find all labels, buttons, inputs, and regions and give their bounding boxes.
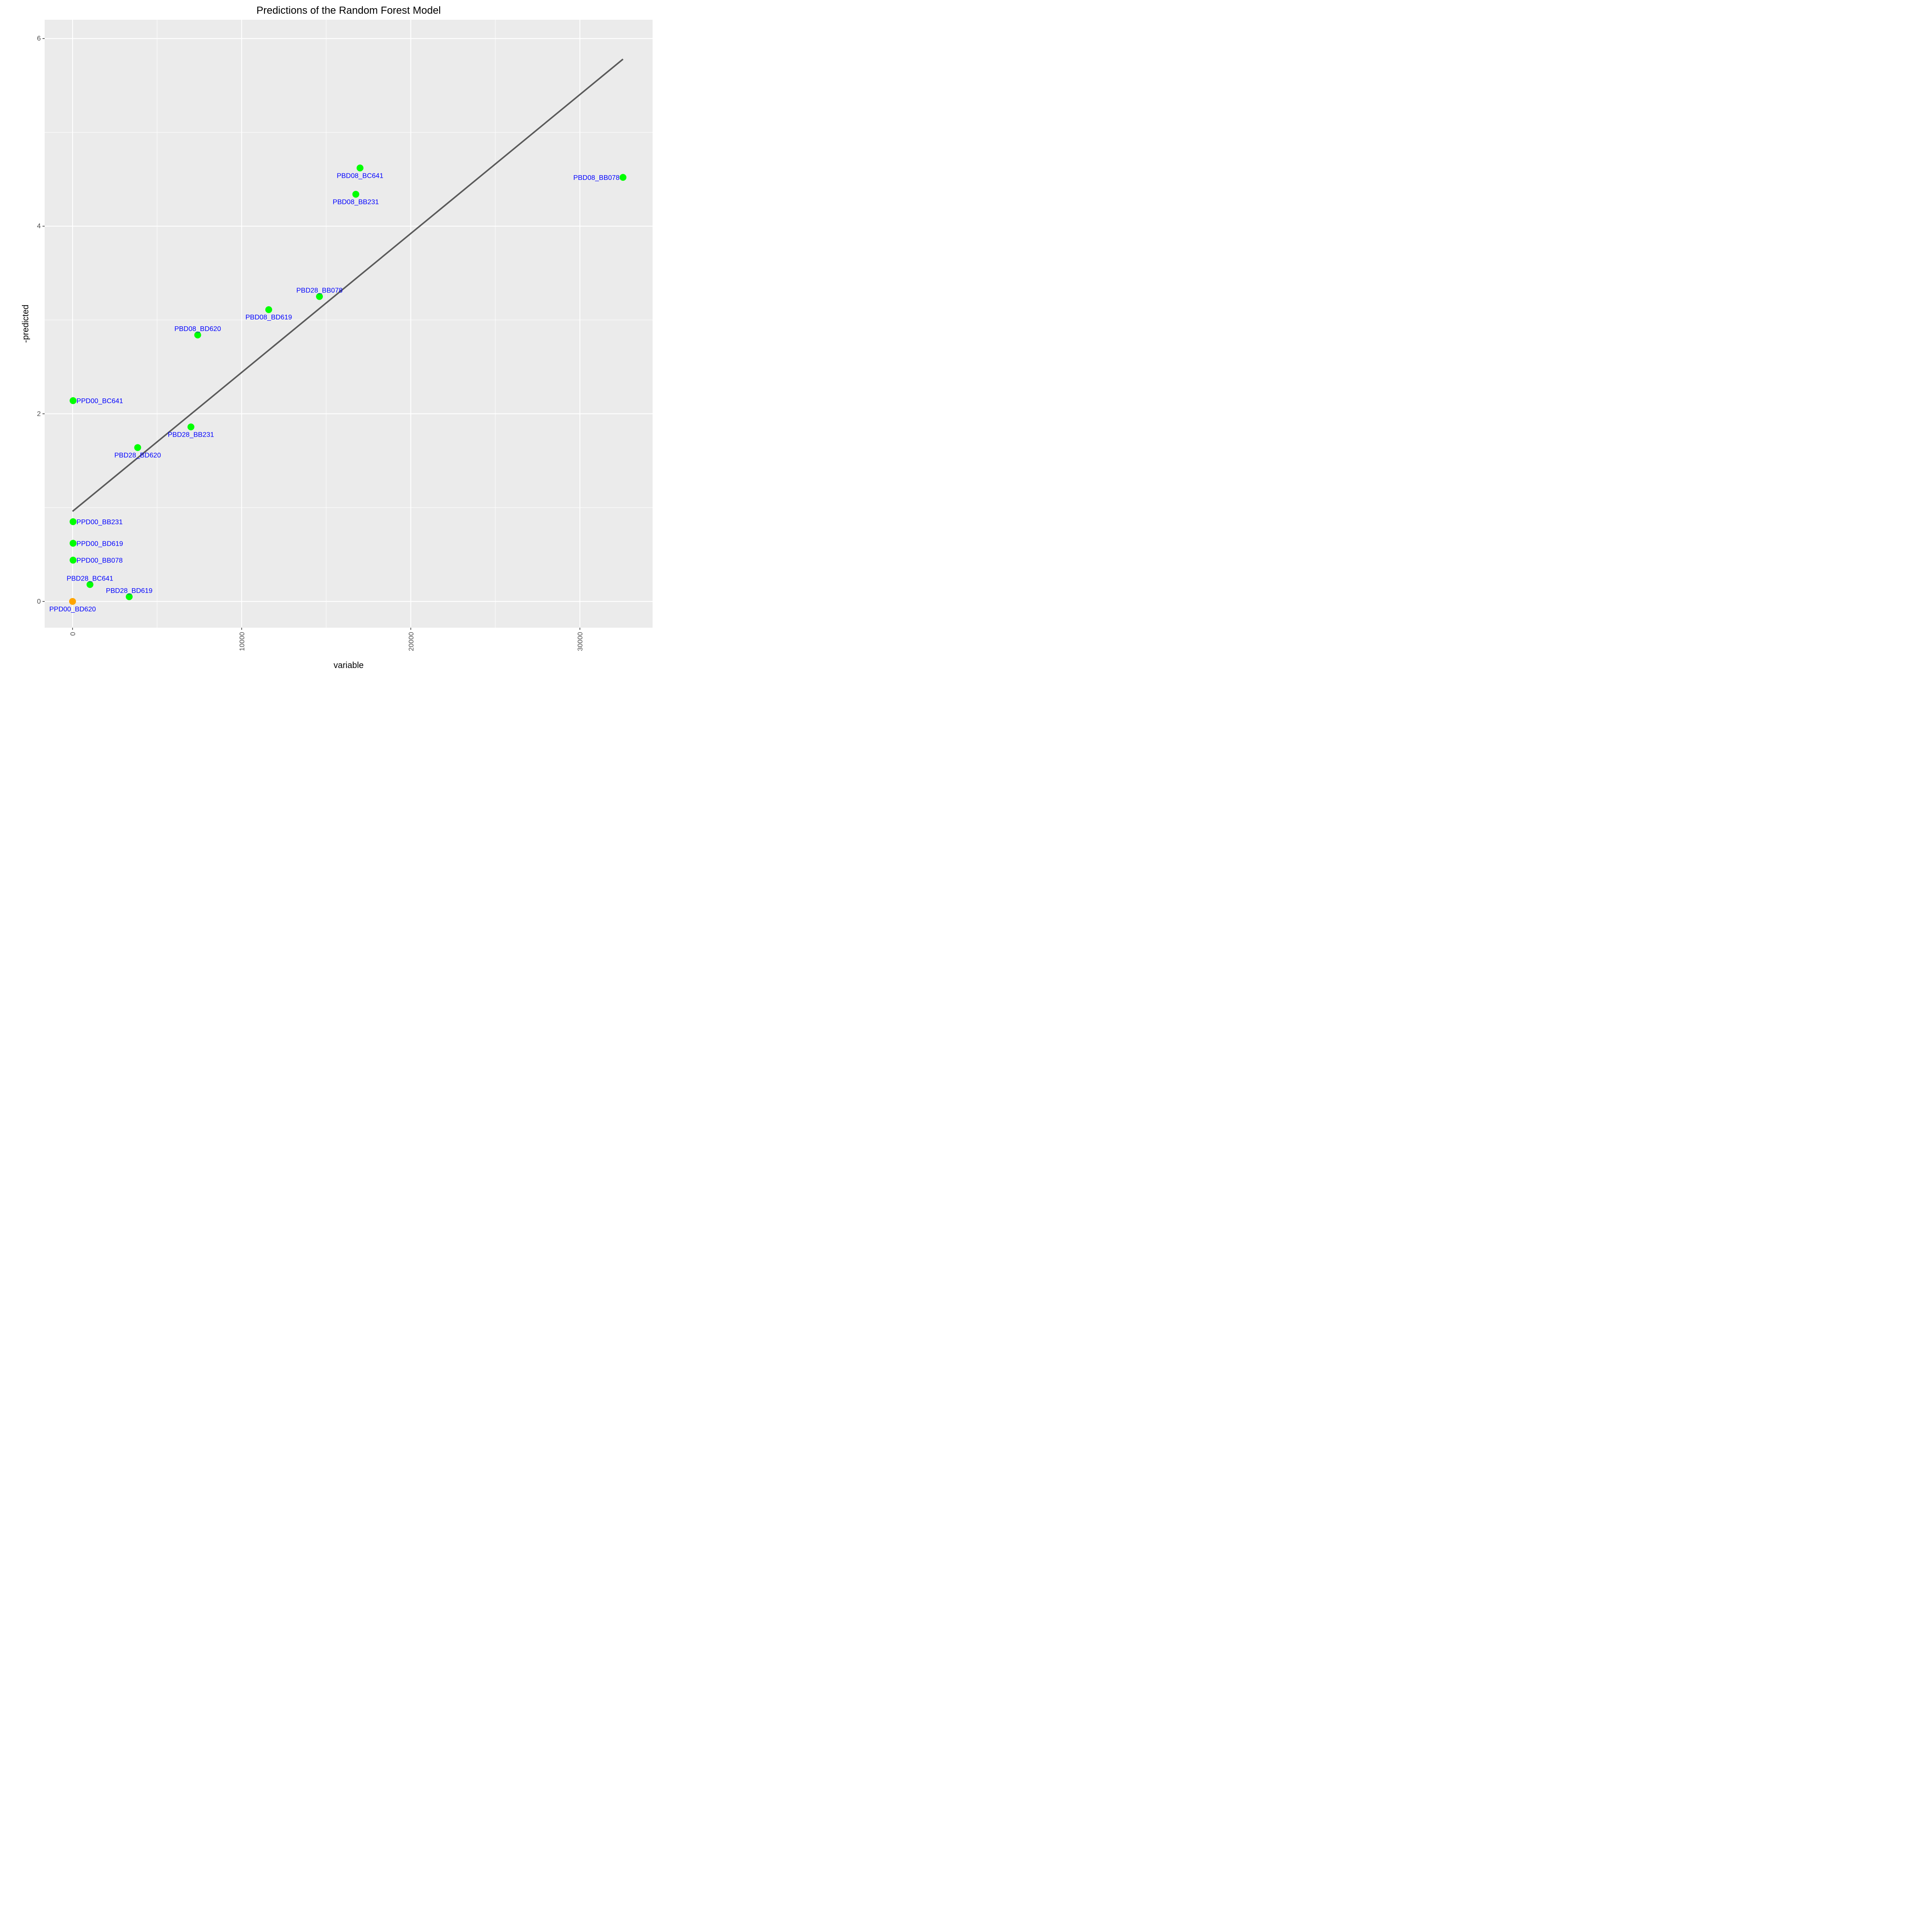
x-tick-label: 0 xyxy=(70,632,77,636)
data-point xyxy=(69,598,76,605)
data-point xyxy=(620,174,627,181)
data-point xyxy=(194,331,201,339)
point-label: PBD28_BD619 xyxy=(106,587,153,595)
data-point xyxy=(134,444,141,451)
point-label: PBD28_BB231 xyxy=(168,431,214,438)
x-tick-label: 20000 xyxy=(408,632,415,651)
data-point xyxy=(70,397,77,404)
x-tick-label: 30000 xyxy=(577,632,584,651)
point-labels-group: PBD08_BB078 PBD08_BC641 PBD08_BB231 PBD28_B… xyxy=(49,172,620,613)
data-point xyxy=(356,164,364,172)
y-tick-label: 6 xyxy=(37,35,41,43)
fit-line xyxy=(72,58,624,512)
plot-panel xyxy=(45,20,653,628)
point-label: PPD00_BB078 xyxy=(76,557,123,565)
y-axis-label: -predicted xyxy=(21,305,30,343)
data-point xyxy=(125,593,133,600)
data-point xyxy=(265,306,272,313)
point-label: PBD28_BC641 xyxy=(67,575,113,582)
point-label: PBD28_BD620 xyxy=(114,452,161,459)
scatter-chart: PBD08_BB078 PBD08_BC641 PBD08_BB231 PBD28_B… xyxy=(21,5,653,670)
grid-lines xyxy=(45,20,653,628)
data-point xyxy=(70,540,77,547)
data-point xyxy=(352,191,359,198)
point-label: PBD08_BC641 xyxy=(337,172,383,179)
axes: 0 2 4 6 0 10000 20000 30000 xyxy=(37,35,584,651)
point-label: PPD00_BC641 xyxy=(76,398,123,405)
chart-title: Predictions of the Random Forest Model xyxy=(256,5,441,16)
point-label: PBD08_BB231 xyxy=(333,198,379,206)
data-point xyxy=(86,581,94,588)
point-label: PBD28_BB078 xyxy=(296,287,343,295)
point-label: PPD00_BB231 xyxy=(76,519,123,526)
data-point xyxy=(316,293,323,300)
data-point xyxy=(187,423,194,431)
point-label: PBD08_BD619 xyxy=(246,314,292,321)
y-tick-label: 0 xyxy=(37,598,41,605)
points-group xyxy=(69,164,627,605)
point-label: PPD00_BD620 xyxy=(49,606,96,613)
data-point xyxy=(70,556,77,564)
data-point xyxy=(70,518,77,526)
point-label: PBD08_BD620 xyxy=(174,325,221,333)
fit-line-group xyxy=(72,58,624,512)
y-tick-label: 4 xyxy=(37,223,41,230)
point-label: PPD00_BD619 xyxy=(76,540,123,547)
point-label: PBD08_BB078 xyxy=(573,174,620,182)
x-tick-label: 10000 xyxy=(239,632,246,651)
y-tick-label: 2 xyxy=(37,410,41,418)
x-axis-label: variable xyxy=(334,661,364,670)
